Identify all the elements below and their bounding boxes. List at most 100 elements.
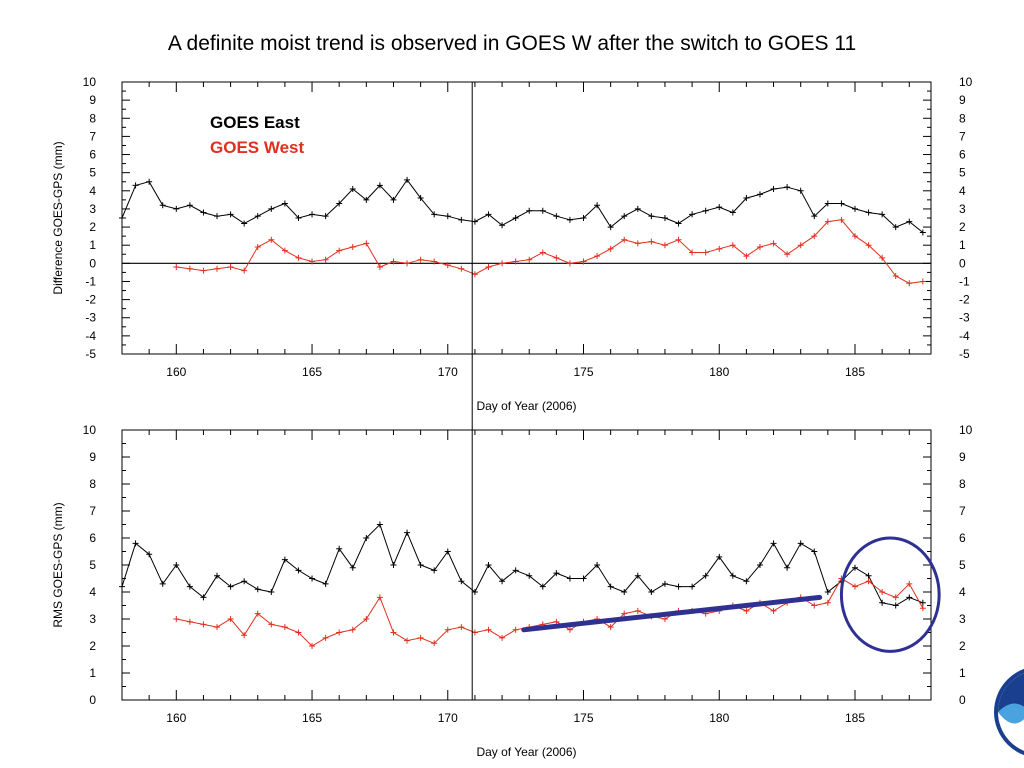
top-ytick-label-right: 6 bbox=[959, 148, 966, 162]
top-goes-west-point bbox=[919, 278, 926, 285]
top-goes-west-point bbox=[227, 263, 234, 270]
bottom-goes-east-point bbox=[254, 586, 261, 593]
top-goes-east-point bbox=[254, 213, 261, 220]
top-goes-east-point bbox=[376, 182, 383, 189]
bottom-goes-east-point bbox=[363, 535, 370, 541]
top-goes-west-point bbox=[431, 258, 438, 265]
top-goes-east-point bbox=[648, 213, 655, 220]
top-goes-west-point bbox=[594, 253, 601, 260]
bottom-goes-east-point bbox=[594, 562, 601, 568]
top-x-axis-title: Day of Year (2006) bbox=[476, 399, 576, 413]
bottom-goes-west-point bbox=[281, 624, 288, 631]
top-ytick-label-right: 7 bbox=[959, 129, 966, 143]
top-goes-west-point bbox=[349, 244, 356, 251]
bottom-goes-west-point bbox=[336, 629, 343, 636]
bottom-xtick-label: 185 bbox=[845, 711, 865, 725]
bottom-goes-east-point bbox=[186, 583, 193, 590]
top-xtick-label: 160 bbox=[166, 365, 186, 379]
panel-top: -5 -5 -4 -4 -3 -3 -2 -2 -1 -1 0 0 1 1 2 2 3 3 4 4 5 5 6 6 7 7 8 8 9 9… bbox=[51, 75, 973, 413]
bottom-goes-east-point bbox=[526, 572, 533, 579]
bottom-goes-west-point bbox=[186, 618, 193, 625]
bottom-xtick-label: 160 bbox=[166, 711, 186, 725]
top-goes-east-point bbox=[811, 213, 818, 220]
top-ytick-label-right: -2 bbox=[959, 293, 970, 307]
top-goes-west-point bbox=[621, 236, 628, 243]
top-ytick-label-left: 9 bbox=[89, 93, 96, 107]
panel-bottom: 0 0 1 1 2 2 3 3 4 4 5 5 6 6 7 7 8 8 9 9 10 10 160 165 170 175 180 1… bbox=[51, 423, 973, 759]
bottom-ytick-label-left: 5 bbox=[89, 558, 96, 572]
top-goes-east-point bbox=[838, 200, 845, 207]
top-xtick-label: 175 bbox=[573, 365, 593, 379]
top-goes-east-point bbox=[526, 207, 533, 214]
bottom-goes-west-point bbox=[566, 626, 573, 633]
top-goes-west-point bbox=[376, 263, 383, 270]
top-goes-west-point bbox=[444, 262, 451, 269]
top-goes-west-series-line bbox=[176, 219, 923, 284]
top-goes-east-point bbox=[906, 218, 913, 225]
top-ytick-label-left: 5 bbox=[89, 166, 96, 180]
top-ytick-label-left: -1 bbox=[85, 274, 96, 288]
bottom-goes-west-point bbox=[892, 594, 899, 601]
top-ytick-label-left: 1 bbox=[89, 238, 96, 252]
top-xtick-label: 180 bbox=[709, 365, 729, 379]
top-goes-west-point bbox=[716, 245, 723, 252]
bottom-goes-east-point bbox=[431, 567, 438, 574]
top-goes-east-point bbox=[539, 207, 546, 214]
legend-goes-east: GOES East bbox=[210, 113, 300, 132]
top-goes-east-point bbox=[797, 187, 804, 194]
top-goes-east-point bbox=[607, 224, 614, 231]
bottom-goes-east-point bbox=[485, 562, 492, 568]
bottom-goes-east-point bbox=[621, 589, 628, 595]
top-goes-east-point bbox=[743, 195, 750, 202]
top-goes-west-point bbox=[851, 233, 858, 240]
top-legend: GOES East GOES West bbox=[210, 113, 304, 157]
bottom-ytick-label-right: 4 bbox=[959, 585, 966, 599]
top-goes-east-point bbox=[309, 211, 316, 218]
top-goes-west-point bbox=[906, 280, 913, 287]
top-goes-east-point bbox=[336, 200, 343, 207]
bottom-goes-east-point bbox=[743, 578, 750, 585]
top-ytick-label-left: 2 bbox=[89, 220, 96, 234]
highlight-circle-annotation bbox=[839, 536, 941, 653]
top-goes-east-point bbox=[363, 196, 370, 203]
bottom-annotations bbox=[521, 536, 941, 653]
top-goes-east-point bbox=[268, 205, 275, 212]
top-goes-west-point bbox=[838, 216, 845, 223]
top-ytick-label-right: 1 bbox=[959, 238, 966, 252]
bottom-plot-frame bbox=[121, 429, 932, 701]
bottom-goes-east-point bbox=[756, 562, 763, 568]
top-goes-west-point bbox=[648, 238, 655, 245]
bottom-ytick-label-left: 9 bbox=[89, 450, 96, 464]
top-goes-west-point bbox=[539, 249, 546, 256]
bottom-goes-east-point bbox=[634, 572, 641, 579]
bottom-goes-west-point bbox=[309, 643, 316, 649]
bottom-goes-west-point bbox=[824, 599, 831, 606]
top-goes-east-point bbox=[159, 202, 166, 209]
bottom-ytick-label-right: 2 bbox=[959, 639, 966, 653]
top-ytick-label-right: 8 bbox=[959, 111, 966, 125]
top-ytick-label-left: 3 bbox=[89, 202, 96, 216]
bottom-goes-west-point bbox=[499, 634, 506, 641]
top-goes-east-point bbox=[322, 213, 329, 220]
bottom-goes-east-point bbox=[716, 553, 723, 560]
top-goes-east-point bbox=[214, 213, 221, 220]
bottom-goes-west-point bbox=[634, 607, 641, 614]
top-goes-west-point bbox=[756, 244, 763, 251]
top-goes-east-point bbox=[702, 207, 709, 214]
bottom-ytick-label-left: 2 bbox=[89, 639, 96, 653]
top-goes-west-point bbox=[295, 254, 302, 261]
top-goes-west-point bbox=[566, 260, 573, 267]
top-goes-east-point bbox=[824, 200, 831, 207]
top-goes-east-point bbox=[349, 185, 356, 192]
top-goes-west-point bbox=[458, 265, 465, 272]
top-goes-west-point bbox=[404, 260, 411, 267]
slide-title: A definite moist trend is observed in GO… bbox=[167, 32, 857, 55]
bottom-goes-east-point bbox=[553, 570, 560, 577]
bottom-goes-east-point bbox=[444, 548, 451, 555]
bottom-goes-west-point bbox=[376, 594, 383, 601]
top-goes-east-point bbox=[281, 200, 288, 207]
top-goes-east-point bbox=[689, 211, 696, 218]
top-goes-west-point bbox=[607, 245, 614, 252]
top-goes-east-point bbox=[241, 220, 248, 227]
